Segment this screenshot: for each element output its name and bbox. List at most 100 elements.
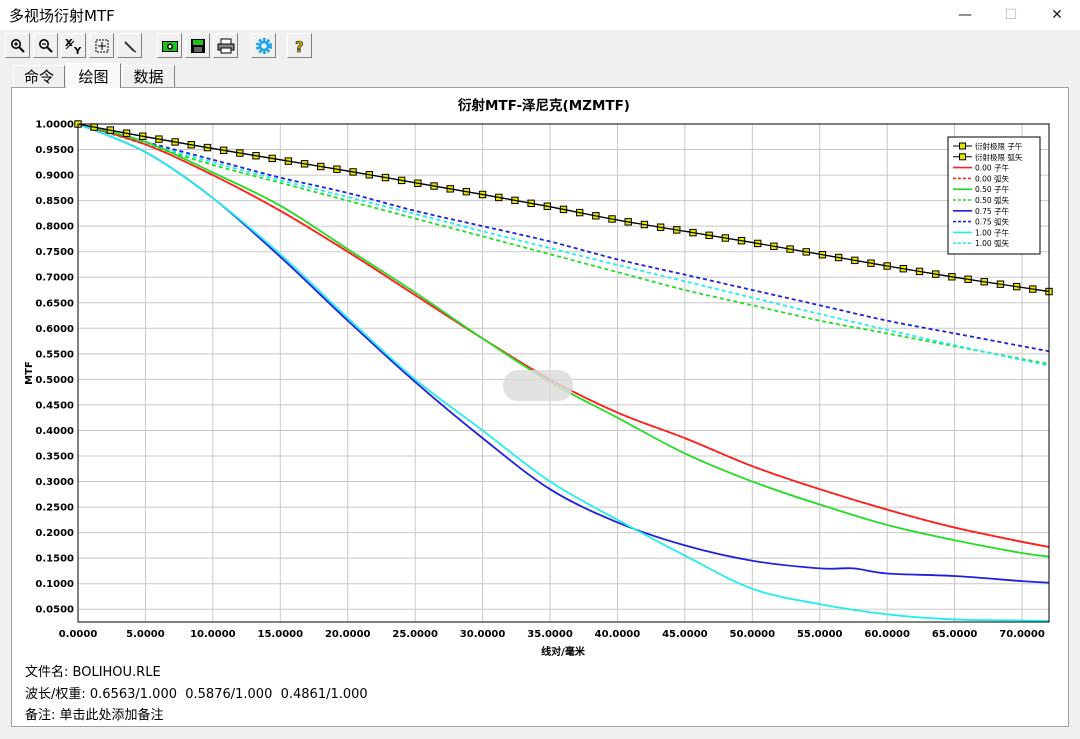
x-tick-label: 0.0000 bbox=[59, 629, 98, 640]
x-tick-label: 60.0000 bbox=[864, 629, 910, 640]
chart-title: 衍射MTF-泽尼克(MZMTF) bbox=[458, 97, 630, 114]
y-tick-label: 0.7500 bbox=[35, 247, 74, 258]
note-label: 备注: bbox=[25, 708, 56, 723]
y-tick-label: 0.9500 bbox=[35, 145, 74, 156]
svg-text:Y: Y bbox=[73, 46, 82, 55]
x-tick-labels: 0.0000 5.0000 10.0000 15.0000 20.0000 25.0000… bbox=[59, 629, 1045, 640]
printer-icon bbox=[217, 38, 234, 53]
maximize-button[interactable]: ☐ bbox=[988, 0, 1034, 30]
tab-command-label: 命令 bbox=[23, 68, 54, 86]
x-tick-label: 15.0000 bbox=[258, 629, 304, 640]
series-6-line bbox=[77, 123, 1050, 584]
x-tick-label: 35.0000 bbox=[527, 629, 573, 640]
tab-command[interactable]: 命令 bbox=[13, 65, 65, 87]
tab-data[interactable]: 数据 bbox=[122, 65, 175, 87]
tab-plot[interactable]: 绘图 bbox=[66, 63, 121, 88]
file-value: BOLIHOU.RLE bbox=[72, 665, 161, 680]
camera-button[interactable] bbox=[157, 33, 182, 58]
minimize-button[interactable]: — bbox=[942, 0, 988, 30]
x-tick-label: 55.0000 bbox=[797, 629, 843, 640]
y-tick-label: 0.5000 bbox=[35, 375, 74, 386]
scroll-handle[interactable] bbox=[503, 370, 573, 401]
fit-frame-icon bbox=[95, 39, 108, 52]
legend-label: 0.75 弧矢 bbox=[975, 217, 1010, 227]
settings-button[interactable] bbox=[251, 33, 276, 58]
camera-icon bbox=[161, 40, 178, 52]
file-line[interactable]: 文件名: BOLIHOU.RLE bbox=[25, 662, 368, 684]
fit-view-button[interactable] bbox=[89, 33, 114, 58]
y-tick-label: 0.6500 bbox=[35, 298, 74, 309]
svg-text:X: X bbox=[65, 38, 73, 49]
series-8-line bbox=[77, 123, 1050, 622]
y-tick-label: 0.1500 bbox=[35, 554, 74, 565]
y-tick-labels: 1.0000 0.9500 0.9000 0.8500 0.8000 0.7500 0.70… bbox=[35, 120, 74, 616]
y-tick-label: 0.8000 bbox=[35, 222, 74, 233]
y-tick-label: 0.4000 bbox=[35, 426, 74, 437]
wavelength-value: 0.6563/1.000 0.5876/1.000 0.4861/1.000 bbox=[89, 686, 368, 702]
legend-label: 0.00 弧矢 bbox=[975, 173, 1010, 183]
note-line[interactable]: 备注: 单击此处添加备注 bbox=[25, 705, 368, 727]
x-tick-label: 65.0000 bbox=[932, 629, 978, 640]
y-tick-label: 0.5500 bbox=[35, 349, 74, 360]
x-axis-label: 线对/毫米 bbox=[541, 645, 586, 658]
x-tick-label: 30.0000 bbox=[460, 629, 506, 640]
tab-strip: 命令 绘图 数据 bbox=[0, 62, 1080, 88]
title-bar: 多视场衍射MTF — ☐ ✕ bbox=[0, 0, 1080, 30]
file-label: 文件名: bbox=[25, 665, 69, 680]
save-button[interactable] bbox=[185, 33, 210, 58]
legend-label: 0.75 子午 bbox=[975, 206, 1010, 216]
magnifier-plus-icon bbox=[10, 38, 25, 53]
x-tick-label: 40.0000 bbox=[595, 629, 641, 640]
x-tick-label: 5.0000 bbox=[126, 629, 165, 640]
floppy-disk-icon bbox=[190, 38, 205, 53]
x-tick-label: 50.0000 bbox=[730, 629, 776, 640]
zoom-out-button[interactable] bbox=[33, 33, 58, 58]
gear-icon bbox=[255, 37, 272, 54]
legend-label: 衍射极限 弧矢 bbox=[975, 152, 1023, 162]
y-tick-label: 0.3000 bbox=[35, 477, 74, 488]
pen-icon bbox=[123, 40, 136, 52]
legend-label: 1.00 子午 bbox=[975, 227, 1010, 237]
legend-label: 衍射极限 子午 bbox=[975, 141, 1023, 151]
y-tick-label: 0.6000 bbox=[35, 324, 74, 335]
series-2-line bbox=[77, 123, 1050, 548]
close-button[interactable]: ✕ bbox=[1034, 0, 1080, 30]
series-4-line bbox=[77, 123, 1050, 558]
info-panel: 文件名: BOLIHOU.RLE 波长/权重: 0.6563/1.000 0.5… bbox=[25, 662, 368, 727]
legend-marker bbox=[959, 153, 966, 161]
legend-label: 0.50 子午 bbox=[975, 184, 1010, 194]
pen-button[interactable] bbox=[117, 33, 142, 58]
xy-axes-icon: XY bbox=[65, 38, 82, 55]
y-tick-label: 0.0500 bbox=[35, 605, 74, 616]
help-button[interactable]: ? bbox=[287, 33, 312, 58]
series-1-line bbox=[77, 123, 1050, 293]
minimize-icon: — bbox=[958, 7, 972, 23]
y-tick-label: 0.7000 bbox=[35, 273, 74, 284]
legend-label: 0.00 子午 bbox=[975, 163, 1010, 173]
x-tick-label: 45.0000 bbox=[662, 629, 708, 640]
series-9-line bbox=[77, 123, 1050, 367]
y-tick-label: 0.9000 bbox=[35, 171, 74, 182]
y-tick-label: 0.2000 bbox=[35, 528, 74, 539]
x-tick-label: 10.0000 bbox=[190, 629, 236, 640]
y-tick-label: 0.2500 bbox=[35, 503, 74, 514]
legend-label: 0.50 弧矢 bbox=[975, 195, 1010, 205]
y-tick-label: 0.4500 bbox=[35, 400, 74, 411]
wavelength-label: 波长/权重: bbox=[25, 686, 86, 702]
print-button[interactable] bbox=[213, 33, 238, 58]
close-icon: ✕ bbox=[1051, 7, 1063, 23]
plot-panel bbox=[11, 87, 1069, 727]
maximize-icon: ☐ bbox=[1004, 7, 1018, 23]
x-tick-label: 20.0000 bbox=[325, 629, 371, 640]
chart-series bbox=[74, 120, 1053, 622]
y-tick-label: 1.0000 bbox=[35, 120, 74, 131]
question-mark-icon: ? bbox=[294, 37, 303, 54]
zoom-in-button[interactable] bbox=[5, 33, 30, 58]
x-tick-label: 70.0000 bbox=[999, 629, 1045, 640]
wavelength-line: 波长/权重: 0.6563/1.000 0.5876/1.000 0.4861/… bbox=[25, 684, 368, 706]
